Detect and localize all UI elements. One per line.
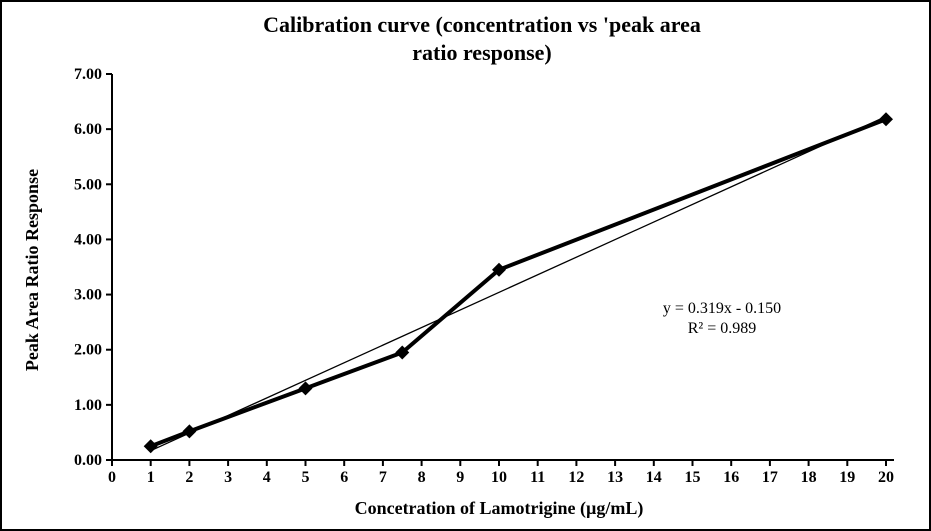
chart-title: Calibration curve (concentration vs 'pea… (72, 11, 892, 67)
data-series-line (149, 117, 887, 449)
x-tick-label: 15 (685, 469, 701, 486)
x-tick-label: 10 (491, 469, 507, 486)
chart-title-line-2: ratio response) (412, 40, 552, 65)
y-tick-label: 2.00 (74, 342, 102, 359)
data-point-marker (395, 345, 410, 360)
x-tick-label: 3 (224, 469, 232, 486)
data-point-marker (182, 424, 197, 439)
x-tick-label: 9 (456, 469, 464, 486)
x-tick-label: 12 (568, 469, 584, 486)
x-tick-label: 17 (762, 469, 778, 486)
x-tick-label: 18 (801, 469, 817, 486)
data-point-marker (492, 262, 506, 277)
y-tick-label: 5.00 (74, 176, 102, 193)
data-point-marker (298, 381, 313, 396)
r-squared-value: R² = 0.989 (687, 320, 757, 337)
x-tick-label: 13 (607, 469, 623, 486)
y-tick-label: 7.00 (74, 66, 102, 83)
x-tick-label: 2 (185, 469, 193, 486)
x-tick-label: 1 (147, 469, 155, 486)
x-tick-label: 6 (340, 469, 348, 486)
x-tick-label: 0 (108, 469, 116, 486)
x-tick-label: 20 (878, 469, 894, 486)
trendline-equation: y = 0.319x - 0.150 (662, 300, 782, 317)
data-point-marker (143, 439, 158, 454)
y-tick-label: 6.00 (74, 121, 102, 138)
y-tick-label: 3.00 (74, 287, 102, 304)
x-tick-label: 19 (839, 469, 855, 486)
y-tick-label: 0.00 (74, 452, 102, 469)
x-axis-label: Concetration of Lamotrigine (µg/mL) (354, 498, 644, 518)
x-tick-label: 4 (263, 469, 271, 486)
x-tick-label: 14 (646, 469, 662, 486)
x-tick-label: 5 (302, 469, 310, 486)
x-tick-label: 16 (723, 469, 739, 486)
x-tick-label: 8 (418, 469, 426, 486)
data-point-marker (879, 112, 893, 127)
x-tick-label: 7 (379, 469, 387, 486)
y-tick-label: 1.00 (74, 397, 102, 414)
chart-title-line-1: Calibration curve (concentration vs 'pea… (263, 12, 701, 37)
x-tick-label: 11 (530, 469, 545, 486)
y-tick-label: 4.00 (74, 231, 102, 248)
trendline (150, 115, 887, 452)
trendline-annotation: y = 0.319x - 0.150 R² = 0.989 (612, 299, 832, 339)
